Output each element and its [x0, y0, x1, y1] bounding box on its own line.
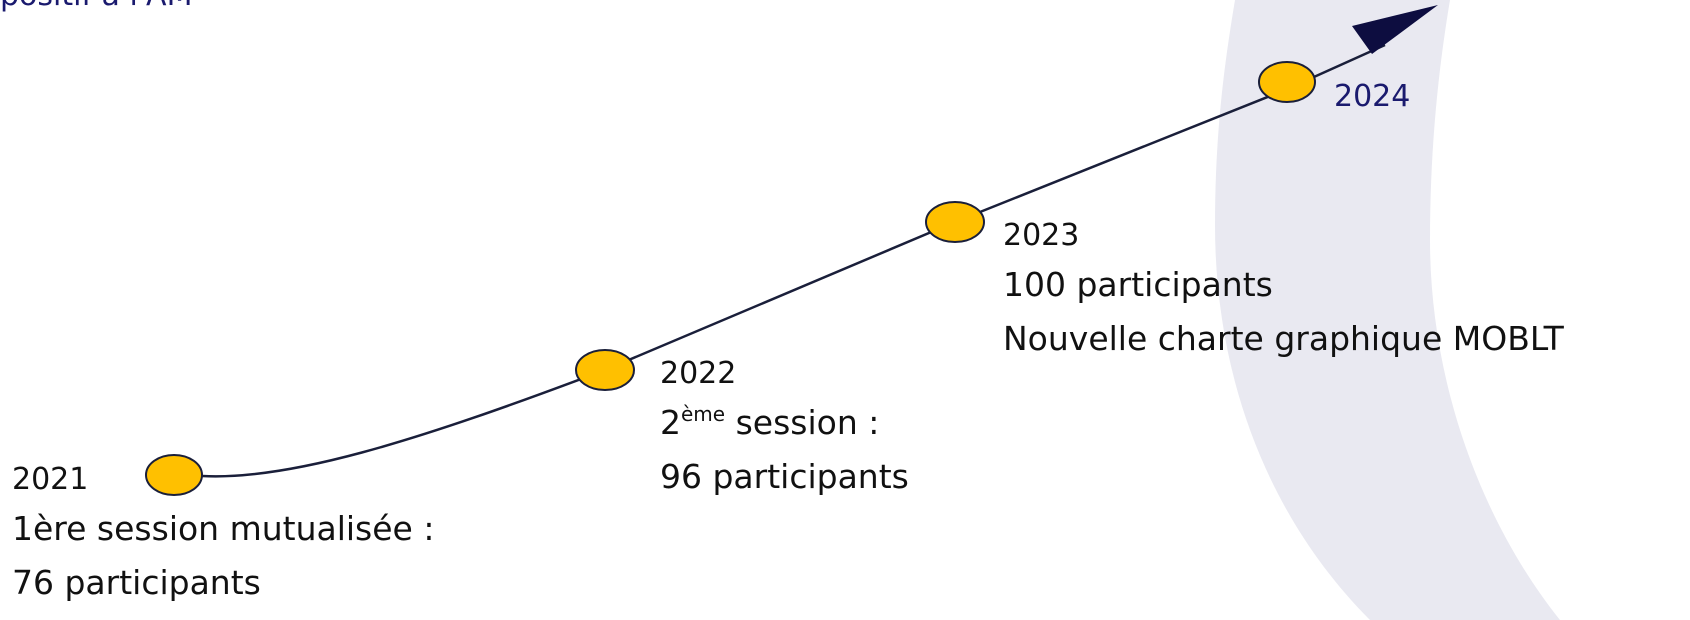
milestone-line2: 96 participants — [660, 457, 909, 496]
milestone-2021: 2021 1ère session mutualisée : 76 partic… — [12, 458, 434, 610]
milestone-line1-number: 2 — [660, 403, 681, 442]
milestone-line2: Nouvelle charte graphique MOBLT — [1003, 319, 1564, 358]
milestone-year: 2021 — [12, 462, 89, 497]
milestone-year: 2024 — [1334, 79, 1411, 114]
milestone-2023: 2023 100 participants Nouvelle charte gr… — [1003, 214, 1564, 366]
milestone-line1-sup: ème — [681, 402, 726, 426]
milestone-line2: 76 participants — [12, 563, 261, 602]
milestone-line1: 1ère session mutualisée : — [12, 509, 435, 548]
milestone-year: 2022 — [660, 356, 737, 391]
milestone-dot-2021 — [145, 454, 203, 496]
milestone-dot-2023 — [925, 201, 985, 243]
milestone-dot-2024 — [1258, 61, 1316, 103]
milestone-2022: 2022 2ème session : 96 participants — [660, 352, 909, 504]
header-partial-text: positif à l'AM — [0, 0, 192, 13]
milestone-line1: 2ème session : — [660, 396, 909, 450]
milestone-2024: 2024 — [1334, 75, 1410, 119]
milestone-year: 2023 — [1003, 218, 1080, 253]
milestone-line1: 100 participants — [1003, 265, 1273, 304]
milestone-line1-rest: session : — [725, 403, 880, 442]
milestone-dot-2022 — [575, 349, 635, 391]
timeline-arrow-head — [1352, 5, 1438, 54]
